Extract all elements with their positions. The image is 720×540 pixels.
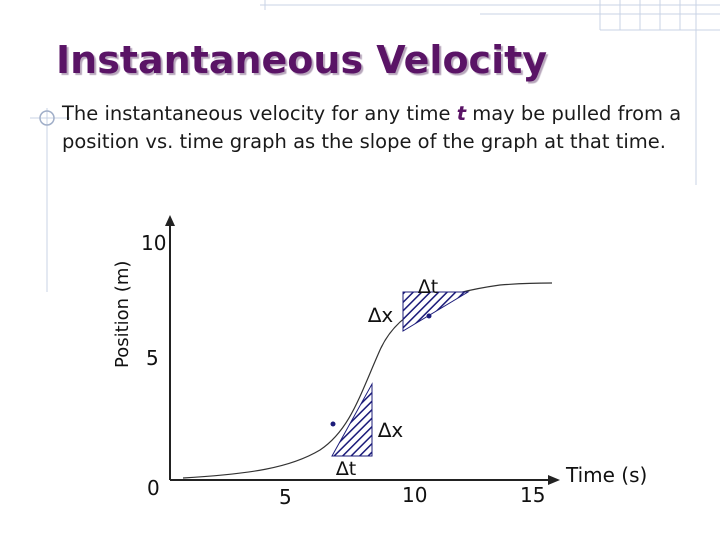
slide-title: Instantaneous Velocity: [56, 38, 548, 82]
y-tick-label-0: 0: [147, 476, 160, 500]
x-axis-title: Time (s): [565, 463, 647, 487]
position-curve: [182, 282, 553, 479]
slope-triangle-upper: [402, 291, 470, 332]
y-tick-label-5: 5: [146, 346, 159, 370]
delta-x-label-upper: ∆x: [367, 303, 393, 327]
time-variable: t: [456, 102, 467, 125]
x-axis-arrow: [548, 475, 560, 485]
y-axis-arrow: [165, 215, 175, 226]
x-tick-label-10: 10: [402, 483, 427, 507]
delta-t-label-upper: ∆t: [417, 276, 438, 298]
slope-triangle-lower: [331, 382, 373, 457]
tangent-point-lower: [330, 421, 336, 427]
body-paragraph: The instantaneous velocity for any time …: [62, 100, 692, 156]
x-tick-label-15: 15: [520, 483, 545, 507]
y-tick-label-10: 10: [141, 231, 166, 255]
x-tick-label-5: 5: [279, 485, 292, 509]
tangent-point-upper: [426, 313, 432, 319]
body-text-start: The instantaneous velocity for any time: [62, 102, 457, 125]
delta-x-label-lower: ∆x: [377, 418, 403, 442]
delta-t-label-lower: ∆t: [335, 458, 356, 480]
y-axis-title: Position (m): [112, 261, 133, 368]
body-text-end: may be pulled from a position vs. time g…: [62, 102, 682, 153]
